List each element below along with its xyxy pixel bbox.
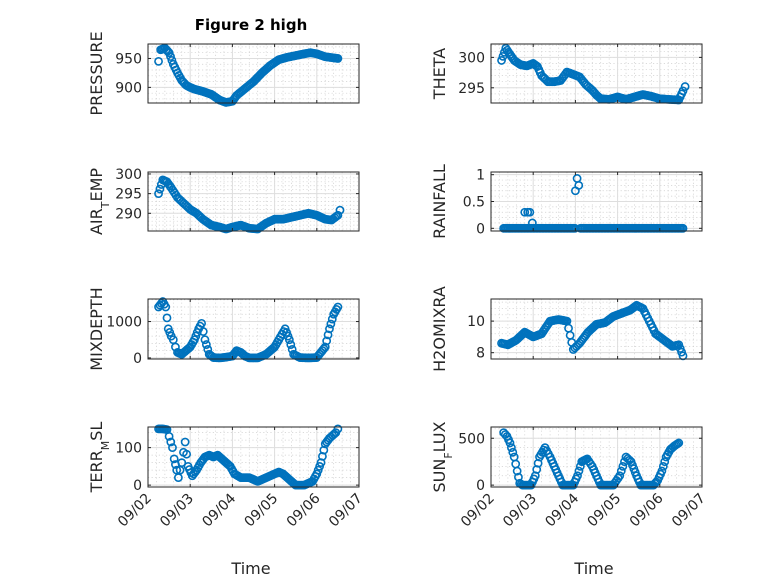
- y-axis-label: THETA: [430, 48, 449, 100]
- data-point: [319, 344, 329, 354]
- data-point: [162, 313, 172, 323]
- y-tick-label: 900: [115, 80, 142, 96]
- data-point: [333, 54, 343, 63]
- data-point: [198, 327, 208, 336]
- data-point: [506, 443, 516, 453]
- axes-box: [490, 426, 703, 488]
- y-tick-label: 8: [476, 346, 485, 362]
- data-point: [286, 340, 296, 349]
- data-point: [574, 181, 584, 190]
- data-point: [512, 466, 522, 476]
- data-point: [326, 319, 336, 329]
- data-point: [615, 471, 625, 481]
- data-point: [161, 302, 171, 312]
- data-point: [333, 210, 343, 220]
- data-point: [525, 207, 535, 217]
- data-point: [616, 466, 626, 476]
- y-axis-label: TERRMSL: [87, 422, 112, 494]
- data-point: [155, 184, 165, 194]
- y-tick-label: 0: [133, 351, 142, 367]
- data-point: [200, 335, 210, 345]
- data-point: [164, 48, 174, 58]
- y-tick-label: 300: [115, 167, 142, 183]
- y-tick-label: 950: [115, 51, 142, 67]
- axes-box: [147, 298, 360, 360]
- y-axis-label: RAINFALL: [430, 164, 449, 239]
- data-point: [169, 454, 179, 464]
- data-point: [182, 449, 192, 459]
- y-tick-label: 100: [115, 441, 142, 457]
- data-point: [154, 56, 163, 66]
- data-point: [333, 424, 343, 434]
- y-tick-label: 0.5: [463, 195, 485, 211]
- data-point: [322, 336, 332, 346]
- data-point: [678, 223, 688, 233]
- y-tick-label: 500: [458, 431, 485, 447]
- data-point: [335, 205, 345, 215]
- y-tick-label: 0: [133, 478, 142, 494]
- data-point: [320, 342, 330, 352]
- axes-box: [147, 43, 360, 104]
- data-point: [180, 437, 190, 447]
- data-point: [508, 447, 518, 457]
- axes-box: [490, 43, 703, 104]
- data-point: [197, 318, 206, 328]
- data-point: [497, 56, 506, 65]
- data-point: [520, 207, 530, 217]
- data-point: [325, 324, 334, 334]
- y-tick-label: 295: [115, 187, 142, 203]
- axes-box: [147, 171, 360, 232]
- data-point: [674, 438, 684, 448]
- subplot-6: 8 10 H2OMIXRA: [430, 286, 703, 372]
- data-point: [618, 461, 628, 471]
- data-point: [657, 466, 667, 476]
- y-axis-label: MIXDEPTH: [87, 287, 106, 370]
- subplot-4: 0 0.5 1 RAINFALL: [430, 164, 703, 239]
- data-point: [333, 302, 343, 312]
- data-point: [574, 466, 584, 476]
- x-axis-label-right: Time: [573, 559, 613, 578]
- data-point: [166, 437, 176, 447]
- y-axis-label: H2OMIXRA: [430, 286, 449, 372]
- figure-title: Figure 2 high: [195, 16, 308, 34]
- y-tick-label: 0: [476, 221, 485, 237]
- x-axis-label-left: Time: [230, 559, 270, 578]
- axes-box: [147, 426, 360, 488]
- data-point: [658, 461, 668, 471]
- data-point: [166, 52, 175, 61]
- data-point: [660, 457, 670, 467]
- data-point: [327, 314, 337, 324]
- subplot-1: 900 950 PRESSURE: [87, 31, 360, 116]
- data-point: [331, 212, 341, 221]
- axes-box: [490, 298, 703, 360]
- y-axis-label: AIRTEMP: [87, 168, 112, 235]
- data-point: [680, 82, 690, 91]
- data-point: [527, 218, 537, 228]
- data-point: [177, 458, 187, 468]
- y-axis-label: SUNFLUX: [430, 421, 455, 492]
- data-point: [154, 189, 163, 199]
- y-tick-label: 295: [458, 81, 485, 97]
- data-point: [168, 443, 177, 453]
- subplot-2: 295 300 THETA: [430, 43, 703, 105]
- data-point: [164, 431, 174, 441]
- data-point: [505, 438, 515, 448]
- data-point: [201, 340, 211, 349]
- y-tick-label: 0: [476, 478, 485, 494]
- y-tick-label: 1: [476, 168, 485, 184]
- y-axis-label: PRESSURE: [87, 31, 106, 115]
- data-point: [678, 86, 688, 96]
- y-tick-label: 1000: [106, 315, 142, 331]
- y-tick-label: 300: [458, 50, 485, 66]
- y-tick-label: 10: [467, 314, 485, 330]
- y-tick-label: 290: [115, 206, 142, 222]
- data-point: [323, 330, 333, 340]
- data-point: [284, 335, 294, 345]
- data-point: [573, 471, 582, 481]
